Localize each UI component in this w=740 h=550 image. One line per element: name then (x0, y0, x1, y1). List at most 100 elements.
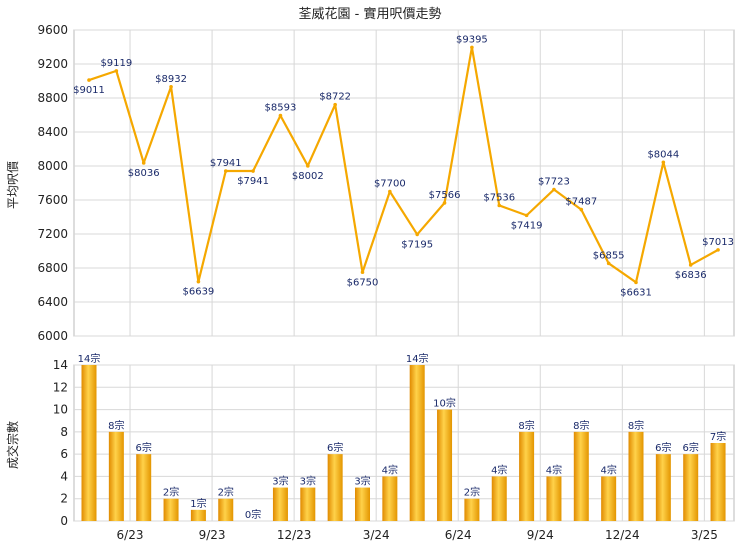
volume-bar-label: 8宗 (518, 419, 534, 432)
price-point (141, 161, 146, 165)
price-point (388, 189, 392, 194)
volume-bar (710, 443, 726, 521)
price-point-label: $7487 (565, 197, 597, 208)
price-point-label: $7941 (237, 176, 269, 187)
volume-bar-label: 6宗 (655, 441, 671, 454)
price-tick-label: 6400 (37, 295, 68, 309)
price-point-label: $9119 (100, 58, 132, 69)
price-point-label: $8593 (265, 103, 297, 114)
price-point (688, 263, 693, 267)
price-point (470, 45, 474, 50)
price-point (579, 207, 584, 212)
volume-bar (382, 476, 398, 521)
volume-bar (464, 498, 480, 521)
volume-bar (683, 454, 699, 521)
volume-tick-label: 4 (60, 469, 68, 483)
x-tick-label: 12/23 (277, 528, 312, 542)
axis-layer: 荃威花園 - 實用呎價走勢 平均呎價 成交宗數 6000 6400 6800 7200… (5, 6, 718, 542)
price-point (606, 261, 611, 266)
x-tick-label: 12/24 (605, 528, 640, 542)
volume-bar-label: 6宗 (136, 441, 152, 454)
price-point-label: $7941 (210, 158, 242, 169)
volume-bar-label: 10宗 (433, 397, 456, 410)
volume-bar (491, 476, 507, 521)
volume-bar-label: 14宗 (78, 352, 101, 365)
price-point-label: $9011 (73, 85, 105, 96)
price-point-label: $8722 (319, 92, 351, 103)
volume-bar-label: 8宗 (573, 419, 589, 432)
price-point-label: $7700 (374, 179, 406, 190)
price-point-label: $8044 (647, 149, 679, 160)
volume-bar (327, 454, 343, 521)
price-line (88, 46, 719, 284)
price-point (415, 232, 420, 237)
volume-bar (437, 409, 453, 521)
volume-axis-title: 成交宗數 (5, 421, 20, 469)
volume-bar-label: 8宗 (628, 419, 644, 432)
price-point (169, 84, 173, 89)
volume-bar (628, 431, 644, 521)
volume-bar (218, 498, 234, 521)
volume-bar (81, 365, 97, 521)
volume-bar (601, 476, 617, 521)
volume-bar-label: 8宗 (108, 419, 124, 432)
price-tick-label: 7200 (37, 227, 68, 241)
price-point-label: $6639 (182, 287, 214, 298)
price-point (716, 248, 720, 252)
x-tick-label: 3/24 (363, 528, 390, 542)
price-point-label: $7195 (401, 239, 433, 250)
line-layer (87, 45, 720, 285)
price-tick-label: 8400 (37, 125, 68, 139)
price-point-label: $7723 (538, 177, 570, 188)
volume-tick-label: 14 (53, 358, 68, 372)
price-point (634, 280, 638, 285)
price-tick-label: 7600 (37, 193, 68, 207)
price-point-label: $6855 (593, 250, 625, 261)
price-point-label: $8036 (128, 168, 160, 179)
price-point-label: $7013 (702, 237, 734, 248)
chart-title: 荃威花園 - 實用呎價走勢 (299, 6, 442, 22)
volume-tick-label: 8 (60, 425, 68, 439)
volume-bar-label: 2宗 (163, 486, 179, 499)
label-layer: 14宗 8宗 6宗 2宗 1宗 2宗 0宗 3宗 3宗 6宗 3宗 4宗 14宗 10宗 2宗 4宗 8宗 4宗 8… (73, 34, 734, 521)
volume-bar-label: 3宗 (300, 475, 316, 488)
x-tick-label: 9/23 (199, 528, 226, 542)
volume-bar-label: 2宗 (218, 486, 234, 499)
price-point-label: $7566 (429, 190, 461, 201)
volume-tick-label: 2 (60, 492, 68, 506)
price-point (223, 169, 228, 173)
volume-bar-label: 6宗 (327, 441, 343, 454)
price-point (87, 78, 91, 82)
price-axis-title: 平均呎價 (6, 161, 20, 209)
volume-bar (655, 454, 671, 521)
volume-bar-label: 14宗 (406, 352, 429, 365)
volume-bar-label: 4宗 (491, 463, 507, 476)
price-point-label: $9395 (456, 34, 488, 45)
volume-bar (190, 509, 206, 521)
volume-bar (409, 365, 425, 521)
volume-bar-label: 1宗 (190, 497, 206, 510)
x-tick-label: 6/24 (445, 528, 472, 542)
price-point-label: $8932 (155, 74, 187, 85)
volume-bar (272, 487, 288, 521)
x-tick-label: 9/24 (527, 528, 554, 542)
price-point-label: $6836 (675, 270, 707, 281)
volume-bar-label: 2宗 (464, 486, 480, 499)
price-tick-label: 6000 (37, 329, 68, 343)
price-point (333, 102, 337, 107)
price-tick-label: 8800 (37, 91, 68, 105)
volume-bar-label: 6宗 (683, 441, 699, 454)
price-point-label: $7419 (511, 220, 543, 231)
grid-layer (73, 29, 735, 522)
volume-tick-label: 12 (53, 380, 68, 394)
volume-bar (355, 487, 370, 521)
price-point (497, 203, 502, 208)
volume-bar-label: 4宗 (600, 463, 616, 476)
volume-bar (136, 454, 152, 521)
volume-bar-label: 7宗 (710, 430, 726, 443)
volume-tick-label: 6 (60, 447, 68, 461)
price-point (278, 113, 283, 118)
volume-bar (163, 498, 179, 521)
volume-tick-label: 0 (60, 514, 68, 528)
